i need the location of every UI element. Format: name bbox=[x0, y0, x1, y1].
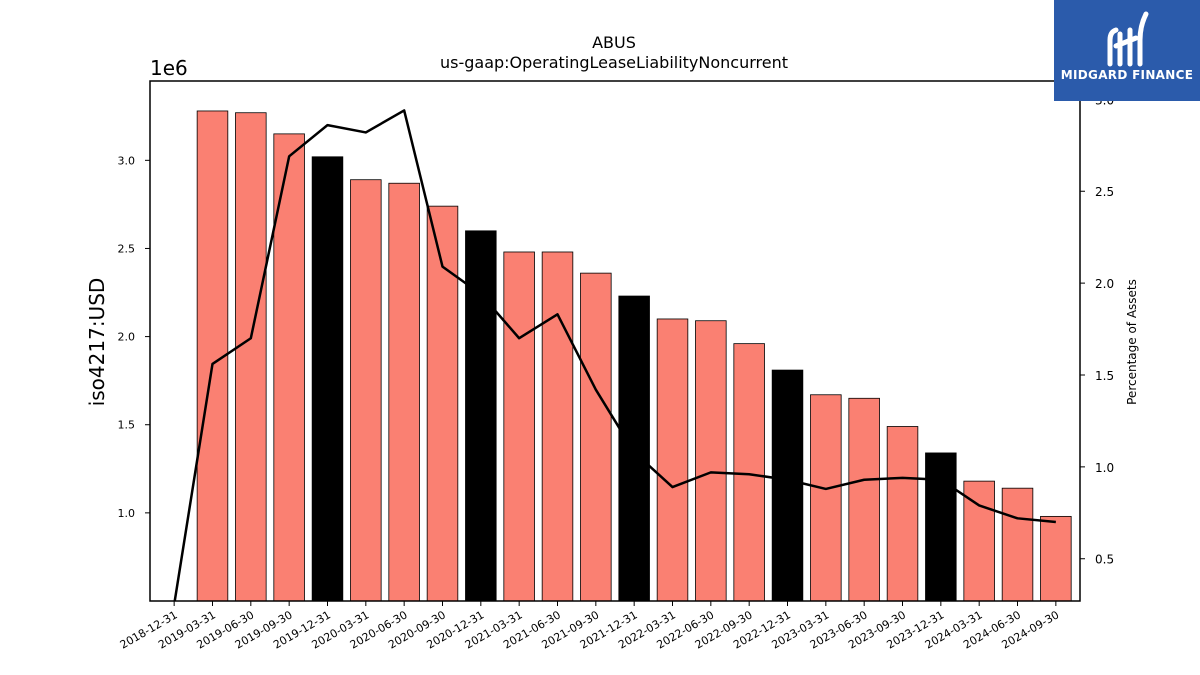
bar bbox=[733, 343, 765, 602]
logo-mark-icon bbox=[1054, 0, 1200, 101]
bar bbox=[1001, 487, 1034, 602]
y-tick-label: 2.0 bbox=[118, 331, 136, 344]
y-tick-label: 1.5 bbox=[118, 419, 136, 432]
y-tick-label: 2.5 bbox=[118, 242, 136, 255]
y2-tick-label: 1.5 bbox=[1095, 369, 1114, 383]
y2-tick-label: 1.0 bbox=[1095, 461, 1114, 475]
y-tick-label: 1.0 bbox=[118, 507, 136, 520]
y-axis-offset-label: 1e6 bbox=[150, 56, 188, 80]
plot-frame bbox=[149, 80, 1081, 602]
bar bbox=[580, 272, 612, 602]
y2-tick-label: 0.5 bbox=[1095, 553, 1114, 567]
bar bbox=[465, 230, 497, 602]
bar bbox=[426, 205, 459, 602]
y2-tick-label: 2.0 bbox=[1095, 277, 1114, 291]
bar bbox=[810, 394, 842, 602]
bar bbox=[1040, 515, 1072, 602]
line-layer bbox=[173, 109, 1056, 601]
bar bbox=[388, 182, 420, 602]
chart-title: ABUS bbox=[592, 33, 636, 52]
logo: MIDGARD FINANCE bbox=[1054, 0, 1200, 101]
bar bbox=[311, 156, 344, 602]
bar bbox=[503, 251, 535, 602]
bar bbox=[350, 179, 382, 602]
bar bbox=[618, 295, 650, 602]
bars-layer bbox=[196, 110, 1072, 602]
bar bbox=[925, 452, 957, 602]
bar bbox=[848, 397, 880, 602]
bar bbox=[273, 133, 305, 602]
bar bbox=[541, 251, 574, 602]
y-axis-label: iso4217:USD bbox=[85, 278, 109, 407]
chart-subtitle: us-gaap:OperatingLeaseLiabilityNoncurren… bbox=[440, 53, 788, 72]
y-tick-label: 3.0 bbox=[118, 154, 136, 167]
bar bbox=[886, 426, 919, 602]
y2-tick-label: 2.5 bbox=[1095, 185, 1114, 199]
series-line bbox=[173, 109, 1056, 601]
bar bbox=[695, 320, 727, 602]
bar bbox=[771, 369, 804, 602]
bar bbox=[235, 112, 267, 602]
bar bbox=[656, 318, 689, 602]
logo-text: MIDGARD FINANCE bbox=[1060, 68, 1194, 82]
y2-axis-label: Percentage of Assets bbox=[1125, 279, 1139, 405]
